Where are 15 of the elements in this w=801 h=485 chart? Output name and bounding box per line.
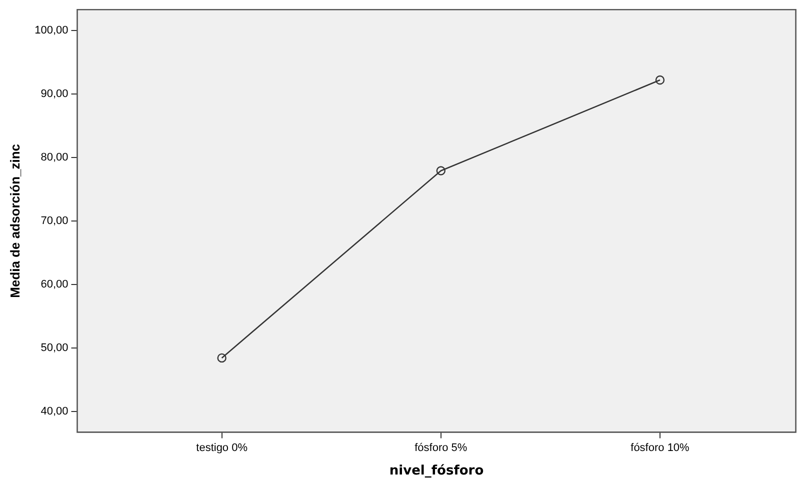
y-tick-label: 90,00	[40, 88, 68, 100]
y-tick-label: 50,00	[40, 342, 68, 354]
y-tick-label: 60,00	[40, 278, 68, 290]
y-tick-label: 100,00	[34, 24, 68, 37]
x-axis-title: nivel_fósforo	[389, 464, 484, 479]
y-tick-label: 40,00	[40, 405, 68, 418]
point	[217, 353, 226, 363]
point	[655, 75, 665, 85]
x-tick-label: fósforo 10%	[630, 442, 690, 454]
y-tick-label: 70,00	[40, 214, 68, 227]
y-tick-label: 80,00	[40, 151, 68, 164]
x-tick-label: testigo 0%	[196, 442, 248, 454]
x-tick-label: fósforo 5%	[414, 442, 468, 454]
y-axis-title: Media de adsorción_zinc	[7, 144, 22, 298]
point	[436, 166, 446, 176]
